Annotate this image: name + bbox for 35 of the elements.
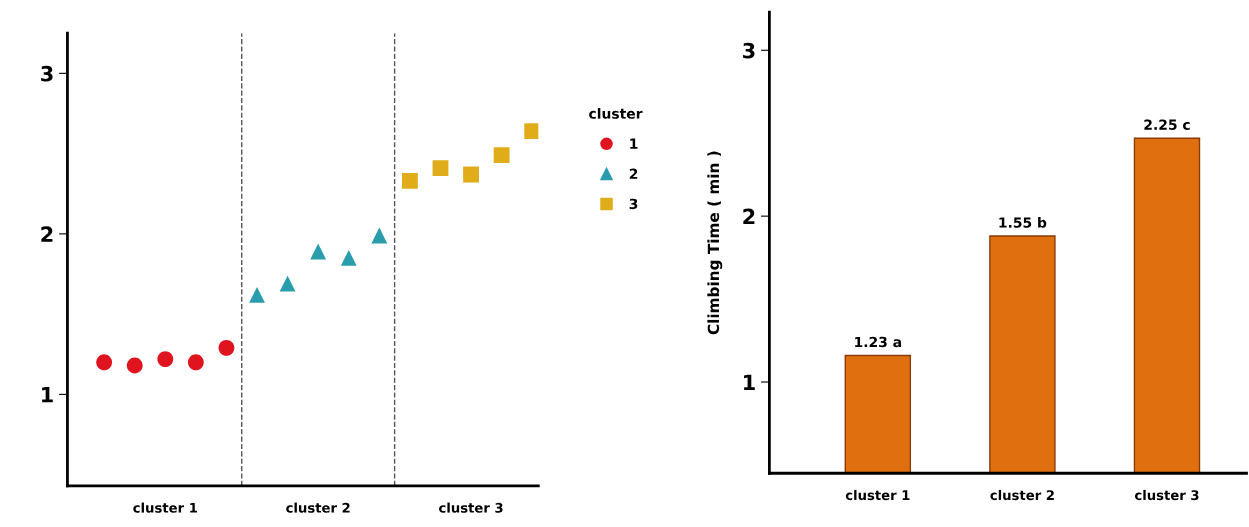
point: [310, 243, 327, 260]
y-tick-label: 2: [743, 208, 755, 225]
point: [401, 172, 418, 189]
point: [524, 123, 539, 140]
point: [157, 351, 174, 367]
x-tick-label: cluster 1: [845, 489, 910, 501]
point: [340, 250, 357, 266]
x-tick-label: cluster 2: [286, 502, 350, 513]
annotation: 1.55 b: [999, 217, 1047, 228]
y-tick-label: 1: [42, 387, 53, 403]
x-tick-label: cluster 3: [1134, 489, 1199, 501]
y-tick-label: 2: [41, 226, 53, 242]
annotation: 1.23 a: [855, 336, 901, 348]
point: [371, 227, 388, 244]
point: [218, 339, 235, 356]
x-tick-label: cluster 2: [990, 489, 1054, 501]
y-tick-label: 3: [41, 65, 53, 82]
legend-title: cluster: [589, 108, 643, 119]
point: [249, 286, 265, 303]
x-tick-label: cluster 1: [133, 502, 197, 513]
legend-label: 1: [630, 138, 638, 149]
y-axis-title: Climbing Time ( min ): [707, 151, 723, 335]
point: [493, 147, 510, 164]
legend-label: 2: [629, 168, 638, 179]
point: [96, 354, 113, 371]
x-tick-label: cluster 3: [439, 502, 503, 513]
y-tick-label: 1: [744, 374, 755, 390]
point: [432, 160, 449, 176]
legend-label: 3: [629, 198, 638, 210]
y-tick-label: 3: [743, 42, 755, 59]
point: [187, 354, 204, 371]
point: [126, 357, 143, 374]
point: [279, 275, 296, 292]
point: [463, 166, 479, 183]
annotation: 2.25 c: [1144, 119, 1190, 130]
